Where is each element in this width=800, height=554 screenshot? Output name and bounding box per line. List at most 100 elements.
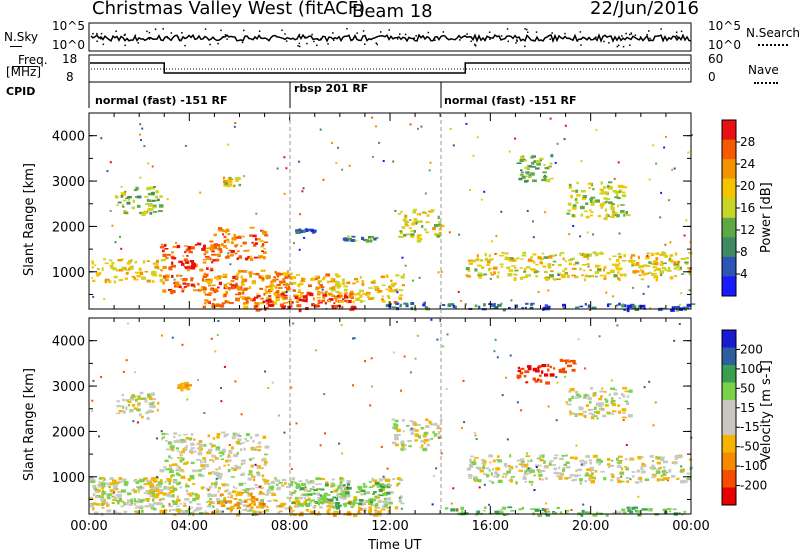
heatmap-cell <box>639 468 644 470</box>
heatmap-cell <box>572 478 578 481</box>
heatmap-cell <box>334 503 340 506</box>
heatmap-cell <box>474 268 478 272</box>
heatmap-cell <box>661 456 665 459</box>
heatmap-cell <box>137 498 140 501</box>
heatmap-cell <box>284 482 287 485</box>
heatmap-cell <box>355 502 361 505</box>
heatmap-cell <box>227 178 232 182</box>
heatmap-cell <box>588 477 592 481</box>
heatmap-cell <box>555 472 559 475</box>
heatmap-cell <box>572 359 576 364</box>
heatmap-speck <box>156 437 158 440</box>
heatmap-cell <box>337 499 340 501</box>
nsearch-dot <box>516 39 518 41</box>
heatmap-cell <box>510 509 515 512</box>
heatmap-cell <box>410 306 414 311</box>
heatmap-cell <box>556 506 561 509</box>
heatmap-cell <box>503 513 506 516</box>
heatmap-cell <box>342 298 345 301</box>
heatmap-speck <box>490 240 493 243</box>
heatmap-cell <box>625 401 630 406</box>
heatmap-cell <box>571 395 574 399</box>
heatmap-cell <box>282 277 286 281</box>
heatmap-cell <box>242 291 245 295</box>
heatmap-cell <box>139 505 144 508</box>
nsearch-dot <box>134 34 137 37</box>
heatmap-cell <box>642 264 647 267</box>
heatmap-cell <box>120 192 126 196</box>
heatmap-cell <box>332 496 337 499</box>
heatmap-speck <box>526 452 528 455</box>
heatmap-cell <box>531 165 536 168</box>
heatmap-cell <box>136 204 141 208</box>
nsearch-dot <box>564 32 566 35</box>
heatmap-cell <box>186 492 191 495</box>
nsearch-dot <box>427 31 430 34</box>
heatmap-cell <box>262 251 267 254</box>
heatmap-cell <box>439 224 445 228</box>
heatmap-cell <box>606 411 610 414</box>
heatmap-cell <box>378 478 384 482</box>
heatmap-cell <box>318 483 322 485</box>
heatmap-cell <box>622 386 628 390</box>
nsearch-dot <box>516 40 518 42</box>
heatmap-cell <box>271 284 276 288</box>
heatmap-cell <box>232 490 237 494</box>
heatmap-cell <box>533 261 536 264</box>
heatmap-cell <box>559 252 565 254</box>
heatmap-cell <box>466 467 472 471</box>
x-tick-label: 00:00 <box>672 519 709 534</box>
heatmap-cell <box>502 308 506 312</box>
heatmap-cell <box>219 228 224 232</box>
power-colorbar-swatch <box>722 217 736 238</box>
heatmap-cell <box>499 254 504 257</box>
heatmap-cell <box>312 297 315 301</box>
heatmap-cell <box>549 177 554 180</box>
heatmap-cell <box>149 193 153 196</box>
heatmap-cell <box>152 401 156 404</box>
heatmap-cell <box>394 288 398 293</box>
heatmap-cell <box>177 481 182 485</box>
heatmap-cell <box>176 498 181 502</box>
heatmap-cell <box>214 485 217 489</box>
heatmap-cell <box>120 405 125 408</box>
heatmap-cell <box>254 484 258 486</box>
heatmap-cell <box>305 479 309 482</box>
heatmap-cell <box>252 476 256 479</box>
heatmap-cell <box>120 195 124 198</box>
heatmap-cell <box>409 428 412 431</box>
heatmap-cell <box>334 511 337 514</box>
heatmap-cell <box>578 413 584 416</box>
heatmap-cell <box>553 467 558 471</box>
heatmap-cell <box>564 359 568 363</box>
heatmap-cell <box>613 393 617 396</box>
heatmap-cell <box>614 190 620 194</box>
heatmap-cell <box>316 291 321 293</box>
heatmap-cell <box>547 263 552 266</box>
heatmap-cell <box>497 479 503 483</box>
heatmap-cell <box>195 494 200 498</box>
heatmap-cell <box>537 464 542 467</box>
heatmap-cell <box>598 398 603 401</box>
heatmap-cell <box>562 467 566 470</box>
heatmap-cell <box>479 259 484 262</box>
heatmap-cell <box>223 464 226 467</box>
heatmap-cell <box>298 308 302 313</box>
heatmap-cell <box>475 258 480 262</box>
heatmap-cell <box>599 274 604 277</box>
heatmap-cell <box>504 256 509 260</box>
heatmap-cell <box>151 494 156 497</box>
nsearch-dot <box>634 34 637 36</box>
heatmap-cell <box>197 469 202 472</box>
heatmap-cell <box>238 183 242 187</box>
heatmap-cell <box>251 500 256 504</box>
heatmap-cell <box>568 186 573 189</box>
heatmap-speck <box>119 235 121 238</box>
heatmap-cell <box>199 268 204 272</box>
heatmap-cell <box>253 503 257 506</box>
heatmap-cell <box>234 464 238 468</box>
heatmap-cell <box>317 499 322 502</box>
heatmap-cell <box>184 447 188 451</box>
heatmap-cell <box>674 275 677 277</box>
heatmap-cell <box>557 263 562 267</box>
